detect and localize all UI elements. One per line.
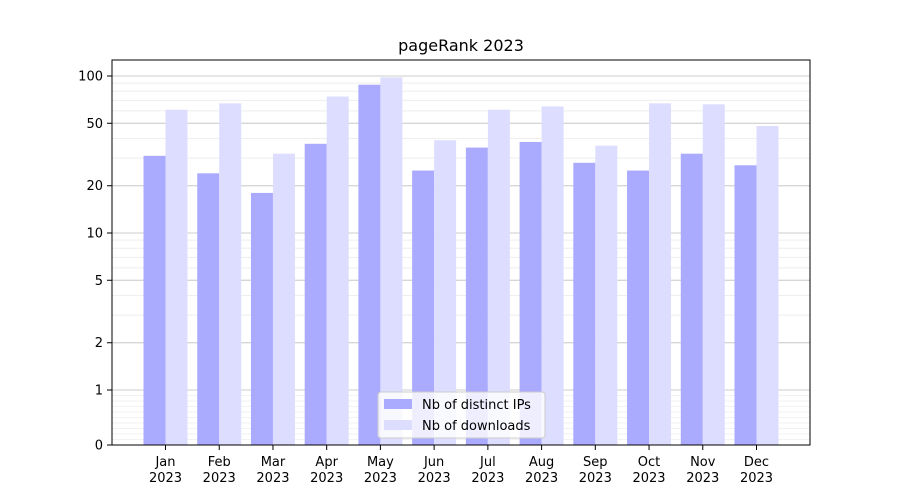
bar-distinct-ips-apr <box>304 143 327 445</box>
bar-distinct-ips-sep <box>573 162 596 445</box>
bar-downloads-nov <box>702 104 725 445</box>
y-tick-label: 50 <box>86 117 103 132</box>
x-tick-label-year: 2023 <box>203 471 236 486</box>
bar-distinct-ips-jun <box>412 170 435 445</box>
legend: Nb of distinct IPs Nb of downloads <box>377 391 546 439</box>
bar-distinct-ips-jul <box>465 147 488 446</box>
x-tick-label-year: 2023 <box>149 471 182 486</box>
bar-distinct-ips-jan <box>143 155 166 446</box>
x-tick-label-year: 2023 <box>418 471 451 486</box>
x-tick-label-year: 2023 <box>740 471 773 486</box>
x-tick-label-year: 2023 <box>686 471 719 486</box>
bar-distinct-ips-nov <box>680 153 703 445</box>
bar-downloads-jan <box>165 109 188 445</box>
x-tick-label-year: 2023 <box>471 471 504 486</box>
bar-downloads-feb <box>219 103 242 445</box>
bar-distinct-ips-oct <box>627 170 650 445</box>
x-tick-label-month: Mar <box>261 455 286 470</box>
x-tick-label-month: Jun <box>423 455 444 470</box>
legend-swatch <box>384 399 412 409</box>
x-tick-label-month: Feb <box>208 455 231 470</box>
y-tick-label: 1 <box>95 384 103 399</box>
bar-distinct-ips-feb <box>197 173 220 446</box>
x-tick-label-year: 2023 <box>632 471 665 486</box>
x-tick-label-month: Dec <box>744 455 769 470</box>
x-tick-label-month: Apr <box>315 455 338 470</box>
bar-distinct-ips-mar <box>250 192 273 445</box>
y-tick-label: 0 <box>95 439 103 454</box>
bar-downloads-oct <box>649 103 672 445</box>
y-tick-label: 20 <box>86 179 103 194</box>
plot-frame <box>111 59 811 446</box>
bar-downloads-apr <box>326 96 349 446</box>
legend-swatch <box>384 420 412 430</box>
y-tick-label: 2 <box>95 336 103 351</box>
bar-distinct-ips-aug <box>519 141 542 445</box>
legend-box <box>377 391 546 439</box>
x-tick-label-year: 2023 <box>364 471 397 486</box>
x-tick-label-year: 2023 <box>525 471 558 486</box>
bars <box>143 77 779 446</box>
bar-downloads-dec <box>756 126 779 445</box>
x-tick-label-month: Nov <box>690 455 716 470</box>
x-tick-label-month: Jul <box>479 455 496 470</box>
bar-downloads-jul <box>487 109 510 445</box>
x-tick-label-month: Sep <box>583 455 608 470</box>
axes: 0125102050100Jan2023Feb2023Mar2023Apr202… <box>78 59 811 486</box>
x-tick-label-month: Jan <box>154 455 175 470</box>
chart-title: pageRank 2023 <box>398 36 524 55</box>
x-tick-label-year: 2023 <box>579 471 612 486</box>
bar-downloads-aug <box>541 106 564 445</box>
x-tick-label-year: 2023 <box>310 471 343 486</box>
legend-label: Nb of distinct IPs <box>422 398 531 413</box>
x-tick-label-year: 2023 <box>256 471 289 486</box>
y-tick-label: 10 <box>86 227 103 242</box>
x-tick-label-month: Oct <box>638 455 660 470</box>
x-tick-label-month: Aug <box>529 455 554 470</box>
y-tick-label: 5 <box>95 274 103 289</box>
bar-downloads-mar <box>272 153 295 445</box>
bar-downloads-jun <box>434 140 457 445</box>
x-tick-label-month: May <box>367 455 394 470</box>
bar-distinct-ips-may <box>358 84 381 445</box>
bar-downloads-sep <box>595 145 618 445</box>
bar-downloads-may <box>380 77 403 445</box>
legend-label: Nb of downloads <box>422 419 531 434</box>
bar-distinct-ips-dec <box>734 165 757 446</box>
y-tick-label: 100 <box>78 70 103 85</box>
